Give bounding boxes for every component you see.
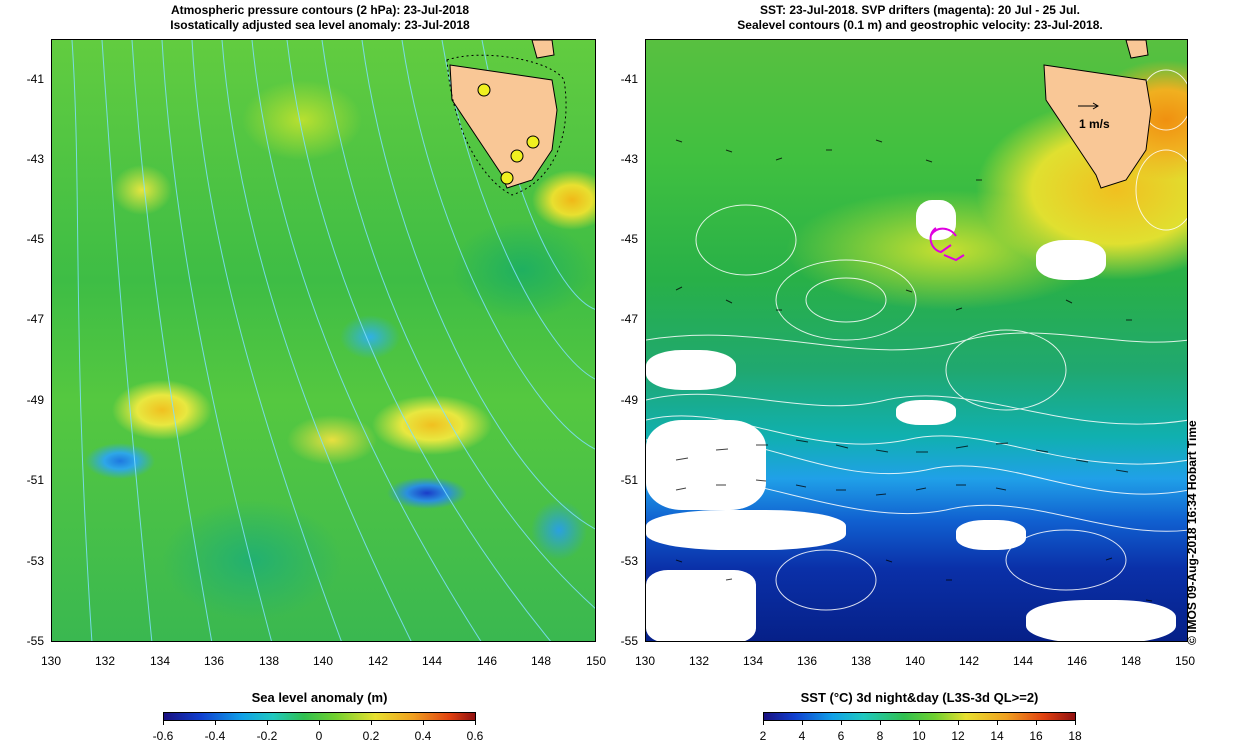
left-title-line1: Atmospheric pressure contours (2 hPa): 2… — [170, 3, 470, 17]
tasmania-land — [1043, 64, 1152, 189]
y-tick-label: -47 — [620, 312, 638, 326]
y-tick-label: -41 — [620, 72, 638, 86]
left-title-line2: Isostatically adjusted sea level anomaly… — [170, 18, 470, 32]
tide-gauge-marker — [510, 149, 524, 163]
sst-colorbar-tick-label: 4 — [798, 729, 806, 743]
x-tick-label: 146 — [476, 654, 498, 668]
x-tick-label: 142 — [958, 654, 980, 668]
y-tick-label: -51 — [620, 473, 638, 487]
x-tick-label: 142 — [367, 654, 389, 668]
y-tick-label: -47 — [26, 312, 44, 326]
tide-gauge-marker — [500, 171, 514, 185]
sst-colorbar-tick-label: 8 — [876, 729, 884, 743]
y-tick-label: -55 — [620, 634, 638, 648]
pressure-contours — [71, 40, 595, 641]
right-panel-title: SST: 23-Jul-2018. SVP drifters (magenta)… — [640, 3, 1200, 33]
x-tick-label: 132 — [688, 654, 710, 668]
sla-colorbar-title: Sea level anomaly (m) — [251, 690, 388, 705]
sla-colorbar-tick-label: -0.4 — [204, 729, 226, 743]
sla-colorbar-tick-label: -0.2 — [256, 729, 278, 743]
x-tick-label: 150 — [1174, 654, 1196, 668]
sst-map: 1 m/s — [645, 39, 1188, 642]
y-tick-label: -53 — [620, 554, 638, 568]
y-tick-label: -41 — [26, 72, 44, 86]
y-tick-label: -53 — [26, 554, 44, 568]
sst-colorbar-tick-label: 2 — [759, 729, 767, 743]
tide-gauge-marker — [477, 83, 491, 97]
y-tick-label: -51 — [26, 473, 44, 487]
cloud-mask — [646, 350, 736, 390]
cloud-mask — [916, 200, 956, 240]
sla-colorbar-tick-label: 0.2 — [362, 729, 380, 743]
y-tick-label: -55 — [26, 634, 44, 648]
y-tick-label: -43 — [620, 152, 638, 166]
sla-colorbar-tick-label: 0.4 — [414, 729, 432, 743]
sst-colorbar — [763, 712, 1076, 721]
sea-level-anomaly-map — [51, 39, 596, 642]
sst-colorbar-tick-label: 14 — [990, 729, 1004, 743]
x-tick-label: 148 — [530, 654, 552, 668]
x-tick-label: 134 — [742, 654, 764, 668]
sla-colorbar-tick-label: 0 — [315, 729, 323, 743]
sst-colorbar-tick-label: 10 — [912, 729, 926, 743]
cloud-mask — [646, 510, 846, 550]
cloud-mask — [1036, 240, 1106, 280]
x-tick-label: 144 — [1012, 654, 1034, 668]
x-tick-label: 148 — [1120, 654, 1142, 668]
x-tick-label: 140 — [312, 654, 334, 668]
x-tick-label: 136 — [796, 654, 818, 668]
x-tick-label: 138 — [258, 654, 280, 668]
y-tick-label: -45 — [620, 232, 638, 246]
left-panel-title: Atmospheric pressure contours (2 hPa): 2… — [100, 3, 540, 33]
sla-colorbar-tick-label: 0.6 — [466, 729, 484, 743]
x-tick-label: 130 — [634, 654, 656, 668]
sla-colorbar-tick-label: -0.6 — [152, 729, 174, 743]
velocity-scale-arrow — [1078, 102, 1099, 110]
x-tick-label: 136 — [203, 654, 225, 668]
right-title-line2: Sealevel contours (0.1 m) and geostrophi… — [737, 18, 1103, 32]
sst-colorbar-tick-label: 12 — [951, 729, 965, 743]
y-tick-label: -45 — [26, 232, 44, 246]
imos-credit: © IMOS 09-Aug-2018 16:34 Hobart Time — [1185, 420, 1199, 645]
y-tick-label: -43 — [26, 152, 44, 166]
sst-colorbar-title: SST (°C) 3d night&day (L3S-3d QL>=2) — [800, 690, 1039, 705]
sealevel-contours — [646, 40, 1187, 611]
x-tick-label: 144 — [421, 654, 443, 668]
cloud-mask — [896, 400, 956, 425]
cloud-mask — [646, 570, 756, 641]
x-tick-label: 150 — [585, 654, 607, 668]
x-tick-label: 134 — [149, 654, 171, 668]
y-tick-label: -49 — [620, 393, 638, 407]
y-tick-label: -49 — [26, 393, 44, 407]
tasmania-land — [446, 40, 567, 196]
svp-drifter-tracks — [929, 227, 965, 262]
cloud-mask — [646, 420, 766, 510]
sst-colorbar-tick-label: 16 — [1029, 729, 1043, 743]
sla-colorbar — [163, 712, 476, 721]
x-tick-label: 140 — [904, 654, 926, 668]
x-tick-label: 138 — [850, 654, 872, 668]
tide-gauge-marker — [526, 135, 540, 149]
x-tick-label: 132 — [94, 654, 116, 668]
sst-colorbar-tick-label: 18 — [1068, 729, 1082, 743]
x-tick-label: 146 — [1066, 654, 1088, 668]
x-tick-label: 130 — [40, 654, 62, 668]
velocity-scale-label: 1 m/s — [1079, 117, 1110, 131]
sst-colorbar-tick-label: 6 — [837, 729, 845, 743]
cloud-mask — [1026, 600, 1176, 641]
right-title-line1: SST: 23-Jul-2018. SVP drifters (magenta)… — [760, 3, 1080, 17]
